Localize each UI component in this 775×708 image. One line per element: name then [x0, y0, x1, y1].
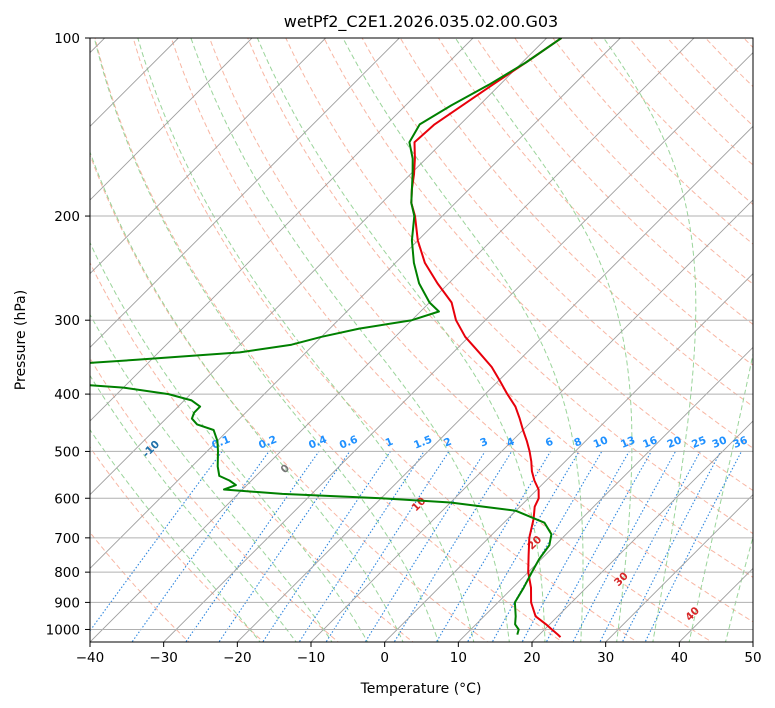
dry-adiabat-line	[437, 38, 753, 366]
plot-background	[90, 38, 753, 642]
mixing-ratio-label: 20	[665, 434, 683, 451]
x-tick-label: 20	[523, 650, 540, 666]
plot-frame	[89, 37, 754, 643]
moist-adiabat-line	[90, 428, 261, 642]
mixing-ratio-label: 3	[478, 436, 489, 450]
y-axis: 100 200 300 400 500 600 700 800 900 1000	[46, 31, 90, 638]
x-axis: −40 −30 −20 −10 0 10 20 30 40 50	[76, 642, 762, 666]
isotherm-line	[384, 273, 753, 642]
mixing-ratio-line	[218, 451, 351, 642]
isotherm-line	[90, 38, 474, 422]
x-tick-label: 0	[380, 650, 389, 666]
series-layer	[90, 38, 562, 638]
isotherm-line	[90, 38, 253, 201]
y-tick-label: 200	[54, 209, 80, 225]
isotherm-line	[90, 38, 326, 275]
y-axis-label: Pressure (hPa)	[13, 290, 29, 390]
isotherm-line	[458, 346, 753, 642]
x-tick-label: 10	[450, 650, 467, 666]
mixing-ratio-line	[572, 451, 676, 642]
x-tick-label: −30	[149, 650, 178, 666]
y-tick-label: 300	[54, 313, 80, 329]
isotherm-line	[531, 420, 753, 642]
isotherm-line	[163, 52, 753, 642]
x-tick-label: −10	[297, 650, 326, 666]
isotherm-line	[90, 38, 695, 642]
grid-layer	[90, 38, 753, 642]
dry-adiabat-line	[90, 153, 489, 642]
x-tick-label: 50	[744, 650, 761, 666]
y-tick-label: 1000	[46, 622, 80, 638]
x-tick-label: 30	[597, 650, 614, 666]
isotherm-line	[90, 38, 621, 569]
mixing-ratio-line	[185, 451, 320, 642]
mixing-ratio-label: 1	[384, 436, 395, 450]
mixing-ratio-line	[325, 451, 450, 642]
mixing-ratio-line	[599, 451, 701, 642]
mixing-ratio-label: 2	[442, 436, 453, 450]
mixing-ratio-label: 4	[505, 436, 516, 450]
mixing-ratio-label: 13	[619, 434, 637, 451]
mixing-ratio-label: 30	[711, 434, 729, 451]
x-axis-label: Temperature (°C)	[360, 681, 482, 697]
dewpoint-profile-line	[90, 38, 562, 635]
x-tick-label: −20	[223, 650, 252, 666]
dry-adiabat-line	[285, 38, 753, 535]
isotherm-line	[310, 199, 753, 642]
x-tick-label: 40	[671, 650, 688, 666]
mixing-ratio-line	[298, 451, 425, 642]
y-tick-label: 900	[54, 595, 80, 611]
mixing-ratio-line	[466, 451, 580, 642]
dry-adiabat-line	[170, 38, 713, 642]
y-tick-label: 500	[54, 444, 80, 460]
mixing-ratio-line	[90, 451, 223, 632]
y-tick-label: 700	[54, 531, 80, 547]
isotherm-line	[90, 38, 547, 496]
mixing-ratio-label: 25	[690, 434, 708, 451]
mixing-ratio-label: 10	[592, 434, 610, 451]
dry-adiabat-line	[323, 38, 753, 492]
dry-adiabat-line	[247, 38, 753, 578]
y-tick-label: 100	[54, 31, 80, 47]
y-tick-label: 400	[54, 387, 80, 403]
mixing-ratio-label: 36	[731, 434, 749, 451]
mixing-ratio-line	[435, 451, 552, 642]
mixing-ratio-line	[364, 451, 486, 642]
mixing-ratio-label: 8	[572, 436, 583, 450]
moist-adiabat-line	[90, 374, 297, 642]
chart-title: wetPf2_C2E1.2026.035.02.00.G03	[284, 12, 558, 32]
temperature-profile-line	[410, 38, 562, 638]
x-tick-label: −40	[76, 650, 105, 666]
mixing-ratio-line	[393, 451, 513, 642]
y-tick-label: 800	[54, 565, 80, 581]
moist-adiabat-line	[90, 150, 404, 642]
isotherm-line	[90, 38, 400, 348]
isotherm-line	[605, 494, 753, 642]
mixing-ratio-label: 6	[544, 436, 555, 450]
isotherm-line	[237, 125, 753, 642]
y-tick-label: 600	[54, 491, 80, 507]
mixing-ratio-line	[621, 451, 722, 642]
mixing-ratio-line	[262, 451, 391, 642]
dry-adiabat-line	[361, 38, 753, 449]
mixing-ratio-label: 16	[641, 434, 659, 451]
mixing-ratio-line	[491, 451, 603, 642]
